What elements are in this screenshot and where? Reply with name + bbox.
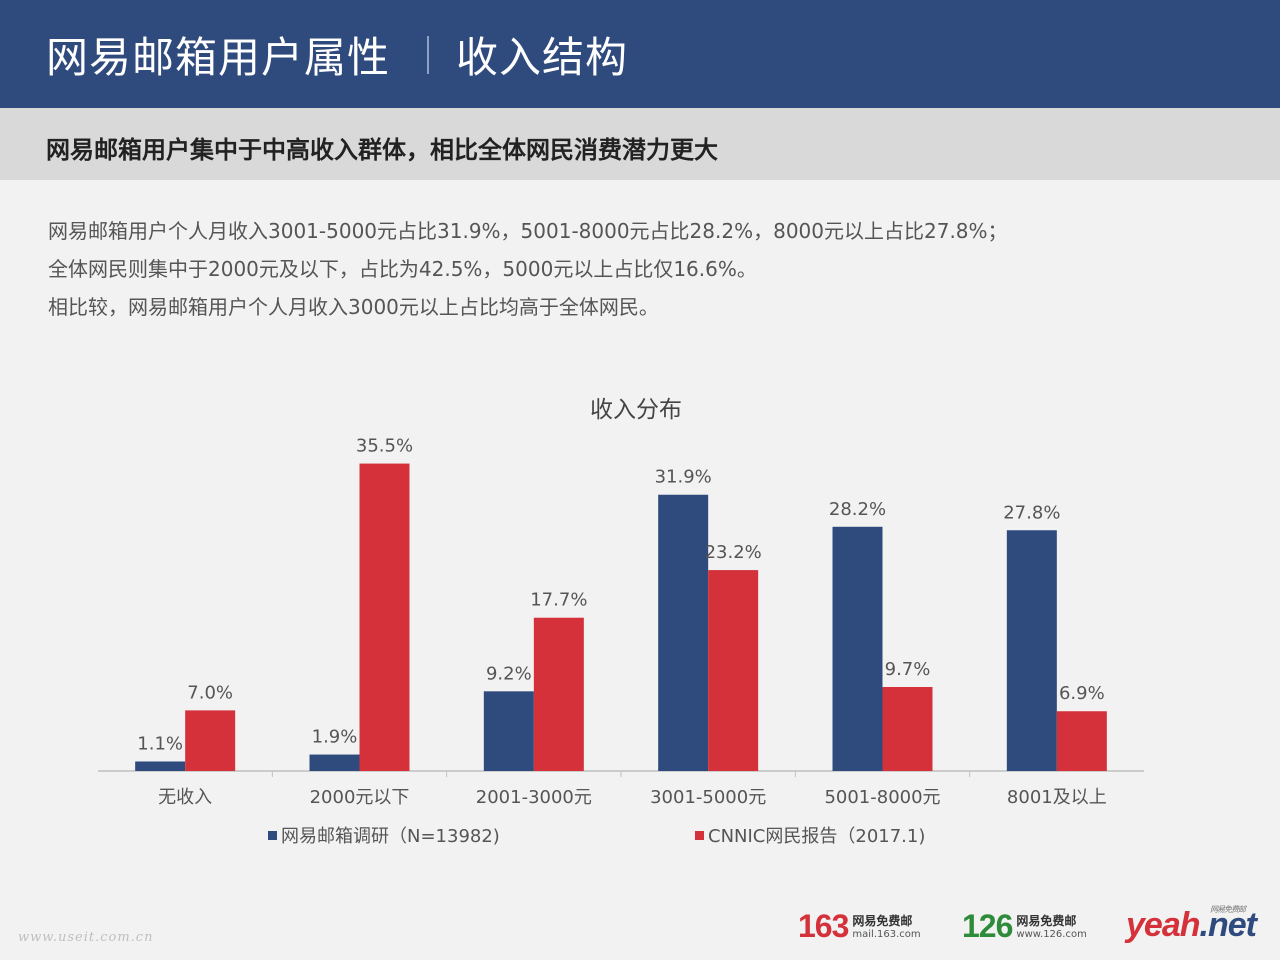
bar [882, 686, 933, 771]
data-label: 35.5% [356, 436, 413, 457]
summary-banner: 网易邮箱用户集中于中高收入群体，相比全体网民消费潜力更大 [0, 108, 1280, 180]
bar [309, 754, 360, 771]
data-label: 9.7% [885, 659, 931, 680]
logo-yeah-suffix: .net [1199, 906, 1257, 944]
logo-163-number: 163 [798, 908, 849, 944]
legend-swatch-red [695, 830, 704, 840]
data-label: 17.7% [530, 590, 587, 611]
logo-163-url: mail.163.com [852, 929, 921, 940]
x-tick-label: 3001-5000元 [650, 787, 766, 808]
logo-yeah[interactable]: yeah.net 网易免费邮 [1126, 905, 1257, 945]
data-label: 6.9% [1059, 683, 1105, 704]
data-label: 9.2% [486, 663, 532, 684]
data-label: 1.1% [137, 733, 183, 754]
data-label: 7.0% [187, 682, 233, 703]
logo-126-url: www.126.com [1016, 929, 1087, 940]
bar [658, 494, 709, 771]
x-tick-label: 2000元以下 [310, 787, 410, 808]
legend-item-survey: 网易邮箱调研（N=13982) [268, 822, 500, 848]
x-tick-label: 8001及以上 [1007, 787, 1107, 808]
x-tick-label: 5001-8000元 [824, 787, 940, 808]
bar [185, 710, 236, 771]
legend-item-cnnic: CNNIC网民报告（2017.1) [695, 822, 925, 848]
title-divider [427, 36, 429, 74]
bar [135, 761, 186, 771]
bar [708, 570, 759, 771]
data-label: 1.9% [312, 727, 358, 748]
bar [359, 463, 410, 771]
page-subtitle: 收入结构 [456, 33, 629, 82]
chart-title: 收入分布 [590, 397, 682, 423]
bar [533, 617, 584, 771]
logo-126-number: 126 [962, 908, 1013, 944]
watermark: www.useit.com.cn [18, 930, 154, 945]
logo-yeah-tag: 网易免费邮 [1210, 905, 1246, 914]
description-line: 相比较，网易邮箱用户个人月收入3000元以上占比均高于全体网民。 [48, 295, 659, 319]
logo-126[interactable]: 126 网易免费邮 www.126.com [962, 908, 1087, 945]
data-label: 28.2% [829, 499, 886, 520]
page-title: 网易邮箱用户属性 [46, 33, 391, 82]
x-tick-label: 无收入 [158, 787, 212, 808]
logo-yeah-main: yeah [1126, 906, 1200, 944]
bar [1006, 530, 1057, 771]
data-label: 31.9% [655, 467, 712, 488]
bar [1056, 711, 1107, 771]
legend-swatch-blue [268, 830, 277, 840]
description-line: 全体网民则集中于2000元及以下，占比为42.5%，5000元以上占比仅16.6… [48, 257, 757, 281]
header-bar: 网易邮箱用户属性 收入结构 [0, 0, 1280, 108]
data-label: 27.8% [1003, 502, 1060, 523]
legend-label: CNNIC网民报告（2017.1) [708, 826, 926, 847]
x-tick-label: 2001-3000元 [476, 787, 592, 808]
description-block: 网易邮箱用户个人月收入3001-5000元占比31.9%，5001-8000元占… [48, 212, 1228, 326]
bar [832, 526, 883, 771]
description-line: 网易邮箱用户个人月收入3001-5000元占比31.9%，5001-8000元占… [48, 219, 1008, 243]
summary-text: 网易邮箱用户集中于中高收入群体，相比全体网民消费潜力更大 [46, 136, 718, 164]
logo-163-cn: 网易免费邮 [852, 914, 913, 928]
data-label: 23.2% [705, 542, 762, 563]
bar [483, 691, 534, 771]
legend-label: 网易邮箱调研（N=13982) [281, 826, 500, 847]
logo-126-cn: 网易免费邮 [1016, 914, 1077, 928]
logo-163[interactable]: 163 网易免费邮 mail.163.com [798, 908, 921, 945]
